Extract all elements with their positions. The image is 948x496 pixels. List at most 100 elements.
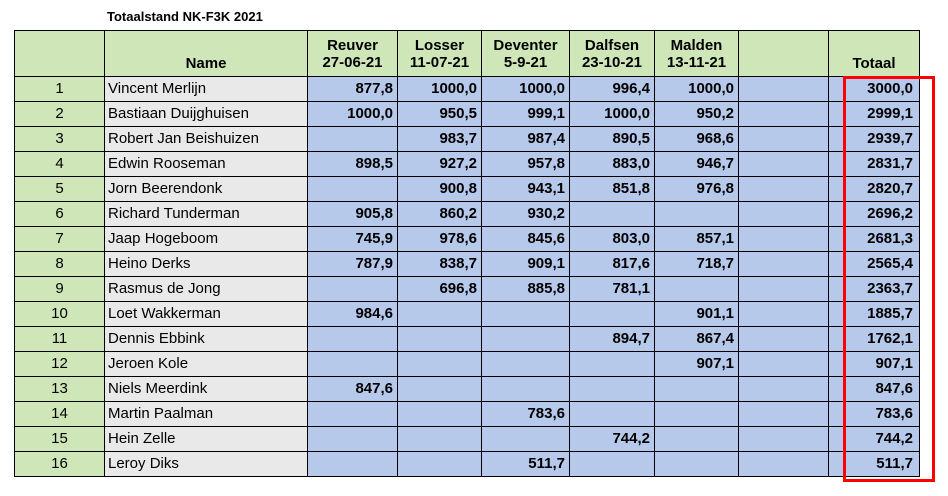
header-name: Name [104, 30, 308, 77]
event-place: Dalfsen [584, 37, 640, 54]
score-cell: 898,5 [307, 151, 398, 177]
rank-cell: 7 [14, 226, 105, 252]
score-cell [307, 401, 398, 427]
name-cell: Jeroen Kole [104, 351, 308, 377]
score-cell: 957,8 [481, 151, 570, 177]
score-cell [738, 101, 829, 127]
rank-cell: 9 [14, 276, 105, 302]
score-cell: 1000,0 [569, 101, 655, 127]
event-place: Deventer [493, 37, 558, 54]
rank-cell: 14 [14, 401, 105, 427]
name-cell: Jaap Hogeboom [104, 226, 308, 252]
score-cell: 883,0 [569, 151, 655, 177]
name-cell: Heino Derks [104, 251, 308, 277]
score-cell [307, 326, 398, 352]
total-cell: 1885,7 [828, 301, 920, 327]
name-cell: Bastiaan Duijghuisen [104, 101, 308, 127]
score-cell [569, 301, 655, 327]
event-date: 5-9-21 [503, 54, 548, 71]
score-cell [481, 351, 570, 377]
score-cell [397, 301, 482, 327]
score-cell: 511,7 [481, 451, 570, 477]
header-event-deventer: Deventer 5-9-21 [481, 30, 570, 77]
score-cell: 1000,0 [654, 76, 739, 102]
event-date: 27-06-21 [322, 54, 383, 71]
total-cell: 2565,4 [828, 251, 920, 277]
header-total: Totaal [828, 30, 920, 77]
table-row: 15 Hein Zelle 744,2 744,2 [14, 426, 920, 452]
total-cell: 511,7 [828, 451, 920, 477]
score-cell: 885,8 [481, 276, 570, 302]
table-row: 11 Dennis Ebbink 894,7 867,4 1762,1 [14, 326, 920, 352]
score-cell [738, 351, 829, 377]
score-cell [654, 401, 739, 427]
score-cell: 901,1 [654, 301, 739, 327]
score-cell [738, 326, 829, 352]
score-cell: 950,5 [397, 101, 482, 127]
score-cell [738, 426, 829, 452]
score-cell [397, 326, 482, 352]
score-cell: 877,8 [307, 76, 398, 102]
score-cell [397, 401, 482, 427]
rank-cell: 16 [14, 451, 105, 477]
table-row: 9 Rasmus de Jong 696,8 885,8 781,1 2363,7 [14, 276, 920, 302]
score-cell [569, 201, 655, 227]
event-place: Malden [670, 37, 723, 54]
rank-cell: 12 [14, 351, 105, 377]
score-cell: 946,7 [654, 151, 739, 177]
score-cell: 890,5 [569, 126, 655, 152]
table-row: 3 Robert Jan Beishuizen 983,7 987,4 890,5 968… [14, 126, 920, 152]
table-row: 8 Heino Derks 787,9 838,7 909,1 817,6 718,7 256… [14, 251, 920, 277]
rank-cell: 5 [14, 176, 105, 202]
table-row: 7 Jaap Hogeboom 745,9 978,6 845,6 803,0 857,1 2… [14, 226, 920, 252]
header-row: Name Reuver 27-06-21 Losser 11-07-21 Deven… [14, 30, 920, 77]
header-event-losser: Losser 11-07-21 [397, 30, 482, 77]
name-cell: Hein Zelle [104, 426, 308, 452]
name-cell: Leroy Diks [104, 451, 308, 477]
total-cell: 3000,0 [828, 76, 920, 102]
score-cell: 968,6 [654, 126, 739, 152]
total-cell: 2363,7 [828, 276, 920, 302]
score-cell: 845,6 [481, 226, 570, 252]
event-place: Losser [414, 37, 465, 54]
score-cell: 905,8 [307, 201, 398, 227]
name-cell: Dennis Ebbink [104, 326, 308, 352]
score-cell: 950,2 [654, 101, 739, 127]
score-cell [481, 301, 570, 327]
table-row: 16 Leroy Diks 511,7 511,7 [14, 451, 920, 477]
score-cell [738, 201, 829, 227]
score-cell: 1000,0 [481, 76, 570, 102]
score-cell [307, 126, 398, 152]
name-cell: Martin Paalman [104, 401, 308, 427]
rank-cell: 8 [14, 251, 105, 277]
total-cell: 2939,7 [828, 126, 920, 152]
score-cell [481, 426, 570, 452]
score-cell [397, 351, 482, 377]
total-cell: 1762,1 [828, 326, 920, 352]
name-cell: Edwin Rooseman [104, 151, 308, 177]
table-row: 6 Richard Tunderman 905,8 860,2 930,2 2696,2 [14, 201, 920, 227]
table-row: 4 Edwin Rooseman 898,5 927,2 957,8 883,0 946,7… [14, 151, 920, 177]
score-cell [738, 251, 829, 277]
sheet-title: Totaalstand NK-F3K 2021 [107, 9, 263, 24]
score-cell [654, 376, 739, 402]
score-cell [738, 276, 829, 302]
event-place: Reuver [327, 37, 378, 54]
score-cell: 1000,0 [397, 76, 482, 102]
total-cell: 847,6 [828, 376, 920, 402]
score-cell [738, 301, 829, 327]
header-event-dalfsen: Dalfsen 23-10-21 [569, 30, 655, 77]
score-cell: 857,1 [654, 226, 739, 252]
score-cell: 909,1 [481, 251, 570, 277]
rank-cell: 10 [14, 301, 105, 327]
score-cell: 999,1 [481, 101, 570, 127]
name-cell: Rasmus de Jong [104, 276, 308, 302]
rank-cell: 15 [14, 426, 105, 452]
header-event-malden: Malden 13-11-21 [654, 30, 739, 77]
standings-table: Name Reuver 27-06-21 Losser 11-07-21 Deven… [14, 30, 920, 477]
rank-cell: 4 [14, 151, 105, 177]
score-cell: 860,2 [397, 201, 482, 227]
name-cell: Jorn Beerendonk [104, 176, 308, 202]
score-cell [654, 426, 739, 452]
score-cell: 838,7 [397, 251, 482, 277]
